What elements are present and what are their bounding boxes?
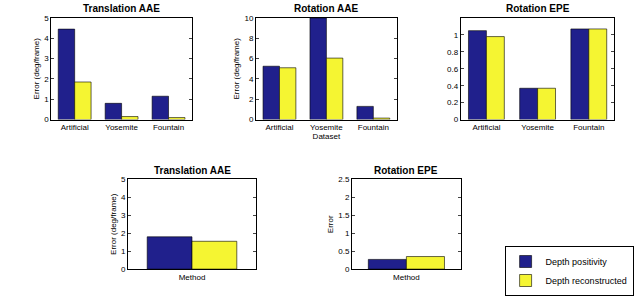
svg-text:Rotation EPE: Rotation EPE <box>506 3 570 14</box>
svg-text:Depth reconstructed: Depth reconstructed <box>546 276 627 286</box>
svg-text:Rotation AAE: Rotation AAE <box>294 3 358 14</box>
svg-text:Fountain: Fountain <box>358 123 389 132</box>
svg-text:Translation AAE: Translation AAE <box>83 3 160 14</box>
svg-text:1.5: 1.5 <box>338 211 350 220</box>
svg-text:1: 1 <box>44 95 49 104</box>
svg-text:2: 2 <box>249 95 254 104</box>
svg-text:2: 2 <box>44 75 49 84</box>
svg-text:4: 4 <box>44 34 49 43</box>
svg-text:0.6: 0.6 <box>447 65 459 74</box>
svg-text:0: 0 <box>454 115 459 124</box>
svg-text:3: 3 <box>121 211 126 220</box>
svg-text:0.2: 0.2 <box>447 98 459 107</box>
svg-text:Dataset: Dataset <box>313 132 341 141</box>
svg-text:Yosemite: Yosemite <box>521 123 554 132</box>
svg-text:Depth positivity: Depth positivity <box>546 257 608 267</box>
svg-text:Artificial: Artificial <box>61 123 89 132</box>
svg-text:0: 0 <box>44 115 49 124</box>
svg-text:Fountain: Fountain <box>153 123 184 132</box>
svg-text:0.8: 0.8 <box>447 48 459 57</box>
svg-text:Artificial: Artificial <box>265 123 293 132</box>
svg-text:0: 0 <box>121 265 126 274</box>
svg-text:Rotation EPE: Rotation EPE <box>374 165 438 176</box>
svg-text:3: 3 <box>44 54 49 63</box>
svg-text:Error (deg/frame): Error (deg/frame) <box>109 193 118 255</box>
svg-text:0.5: 0.5 <box>338 247 350 256</box>
svg-text:5: 5 <box>44 14 49 23</box>
svg-text:0.4: 0.4 <box>447 82 459 91</box>
svg-text:Artificial: Artificial <box>472 123 500 132</box>
svg-text:2: 2 <box>345 193 350 202</box>
svg-text:2: 2 <box>121 229 126 238</box>
svg-text:2.5: 2.5 <box>338 175 350 184</box>
svg-text:4: 4 <box>249 75 254 84</box>
svg-text:5: 5 <box>121 175 126 184</box>
svg-text:Error (deg/frame): Error (deg/frame) <box>32 38 41 100</box>
svg-text:Method: Method <box>179 273 206 282</box>
svg-text:Error (deg/frame): Error (deg/frame) <box>232 38 241 100</box>
svg-text:1: 1 <box>345 229 350 238</box>
svg-text:6: 6 <box>249 54 254 63</box>
svg-text:1: 1 <box>121 247 126 256</box>
svg-text:8: 8 <box>249 34 254 43</box>
svg-text:4: 4 <box>121 193 126 202</box>
svg-text:Method: Method <box>393 273 420 282</box>
svg-text:0: 0 <box>345 265 350 274</box>
svg-text:1: 1 <box>454 31 459 40</box>
svg-text:0: 0 <box>249 115 254 124</box>
svg-text:10: 10 <box>244 14 253 23</box>
svg-text:Yosemite: Yosemite <box>105 123 138 132</box>
svg-text:Yosemite: Yosemite <box>310 123 343 132</box>
svg-text:Error: Error <box>326 215 335 233</box>
svg-text:Fountain: Fountain <box>573 123 604 132</box>
svg-text:Translation AAE: Translation AAE <box>154 165 231 176</box>
